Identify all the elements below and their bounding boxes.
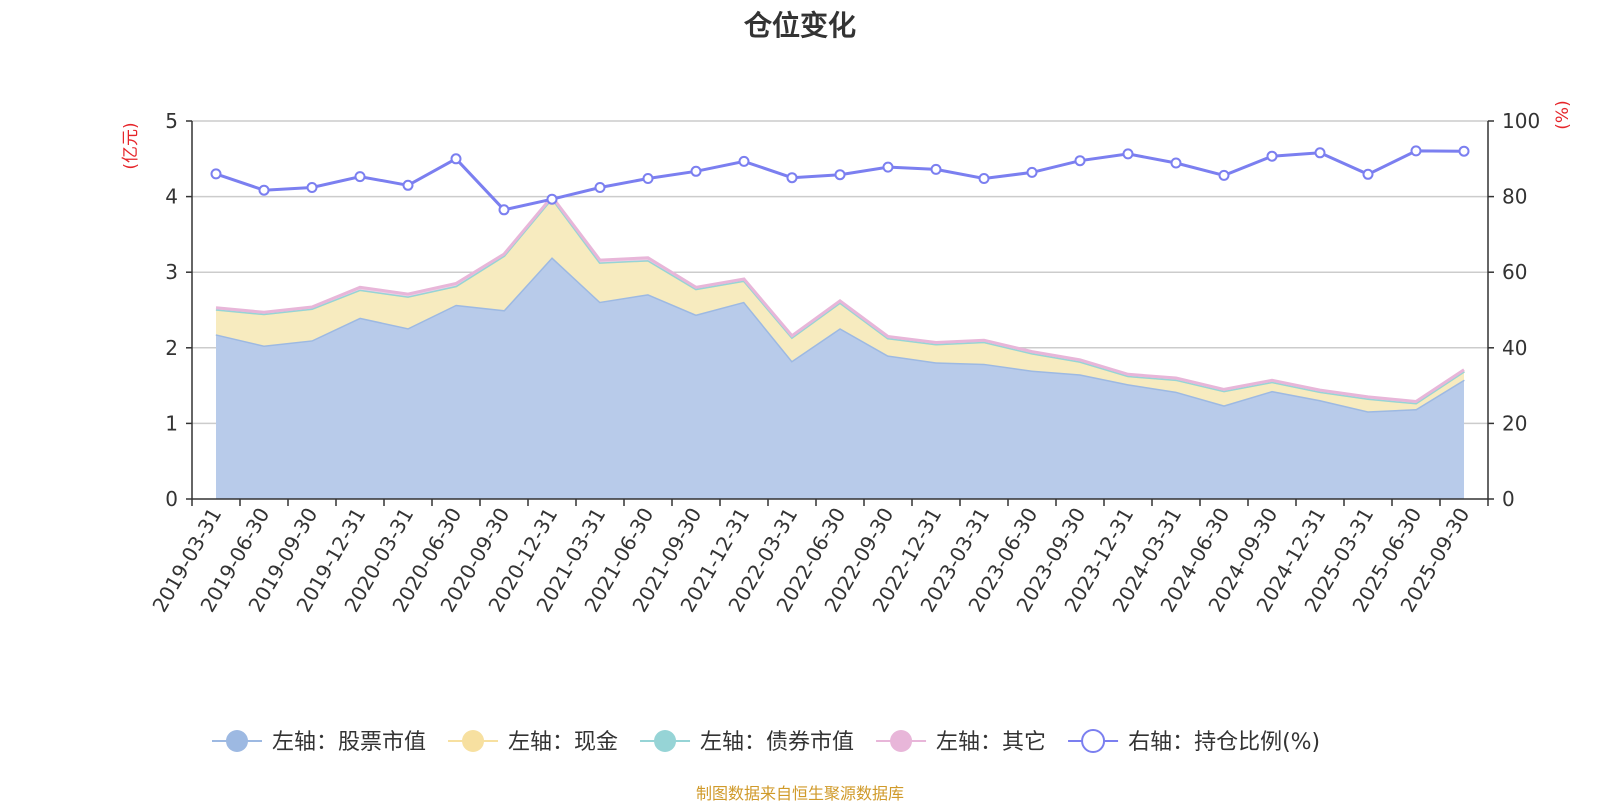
right-tick-label: 40 xyxy=(1502,336,1527,360)
legend-marker xyxy=(890,730,913,752)
ratio-point xyxy=(1410,145,1422,157)
ratio-point xyxy=(786,172,798,184)
ratio-point xyxy=(1170,157,1182,169)
left-tick-label: 5 xyxy=(165,109,178,133)
ratio-point xyxy=(1362,168,1374,180)
right-tick-label: 60 xyxy=(1502,260,1527,284)
legend: 左轴：股票市值 左轴：现金 左轴：债券市值 左轴：其它 右轴：持仓比例(%) xyxy=(212,729,1320,755)
ratio-point xyxy=(1074,155,1086,167)
ratio-point xyxy=(306,182,318,193)
ratio-point xyxy=(450,153,462,165)
ratio-point xyxy=(258,184,270,196)
area-line-4 xyxy=(215,194,1465,404)
legend-marker xyxy=(654,730,677,752)
left-tick-label: 0 xyxy=(165,487,178,511)
legend-label: 左轴：股票市值 xyxy=(272,730,426,755)
legend-label: 左轴：现金 xyxy=(508,730,618,755)
left-tick-label: 2 xyxy=(165,336,178,360)
ratio-point xyxy=(1314,147,1326,159)
ratio-line xyxy=(215,149,1465,212)
ratio-point xyxy=(930,163,942,175)
legend-marker xyxy=(226,730,248,752)
ratio-line-layer xyxy=(210,145,1470,216)
ratio-point xyxy=(882,161,894,173)
left-tick-label: 3 xyxy=(165,260,178,284)
stacked-areas xyxy=(215,194,1465,499)
right-tick-label: 20 xyxy=(1502,411,1527,435)
right-tick-label: 100 xyxy=(1502,109,1540,133)
ratio-point xyxy=(1026,166,1038,178)
ratio-point xyxy=(1266,150,1278,162)
ratio-point xyxy=(834,169,846,181)
ratio-point xyxy=(1122,148,1134,160)
ratio-point xyxy=(210,168,222,180)
right-tick-label: 80 xyxy=(1502,185,1527,209)
right-tick-label: 0 xyxy=(1502,487,1515,511)
ratio-point xyxy=(1458,145,1470,157)
ratio-point xyxy=(1218,169,1230,181)
left-axis-unit: (亿元) xyxy=(121,122,141,169)
legend-marker xyxy=(1081,729,1106,753)
left-tick-label: 4 xyxy=(165,185,178,209)
legend-label: 左轴：债券市值 xyxy=(700,730,854,755)
ratio-point xyxy=(642,173,654,184)
legend-label: 右轴：持仓比例(%) xyxy=(1128,730,1320,755)
ratio-point xyxy=(354,171,366,183)
chart-title: 仓位变化 xyxy=(743,9,856,42)
ratio-point xyxy=(546,193,558,205)
ratio-point xyxy=(978,173,990,184)
left-tick-label: 1 xyxy=(165,411,178,435)
right-axis-unit: (%) xyxy=(1553,100,1573,129)
area-1 xyxy=(216,257,1464,499)
ratio-point xyxy=(498,204,510,216)
data-source-note: 制图数据来自恒生聚源数据库 xyxy=(695,784,904,803)
ratio-point xyxy=(402,179,414,191)
legend-marker xyxy=(462,730,485,752)
ratio-point xyxy=(738,155,750,167)
area-2 xyxy=(216,198,1464,412)
legend-label: 左轴：其它 xyxy=(936,730,1046,755)
ratio-point xyxy=(690,165,702,177)
ratio-point xyxy=(594,182,606,193)
